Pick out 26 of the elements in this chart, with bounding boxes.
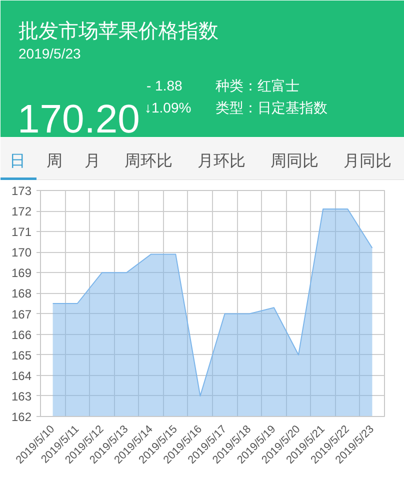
chart-subtitle: 2019/5/23 bbox=[18, 46, 81, 62]
y-tick-label: 171 bbox=[11, 225, 32, 240]
text: 类型：日定基指数 bbox=[216, 100, 328, 116]
text: 日 bbox=[10, 153, 26, 170]
y-tick-label: 170 bbox=[11, 246, 32, 260]
text: 170.20 bbox=[18, 98, 140, 142]
text: 种类：红富士 bbox=[216, 78, 300, 94]
y-tick-label: 167 bbox=[11, 307, 32, 322]
y-tick-label: 169 bbox=[11, 266, 32, 280]
text: 周 bbox=[46, 153, 62, 170]
chart-title: 批发市场苹果价格指数 bbox=[18, 20, 218, 42]
y-tick-label: 172 bbox=[11, 204, 32, 219]
y-tick-label: 164 bbox=[11, 368, 32, 383]
y-tick-label: 162 bbox=[11, 410, 32, 424]
text: 周环比 bbox=[124, 152, 172, 170]
y-tick-label: 163 bbox=[11, 389, 32, 404]
text: 月环比 bbox=[198, 152, 246, 170]
y-tick-label: 165 bbox=[11, 348, 32, 362]
y-tick-label: 168 bbox=[11, 286, 32, 301]
text: 月 bbox=[84, 153, 100, 170]
text: - 1.88 bbox=[146, 78, 183, 94]
y-tick-label: 173 bbox=[11, 184, 32, 198]
text: ↓1.09% bbox=[144, 100, 192, 116]
text: 月同比 bbox=[344, 152, 392, 170]
y-tick-label: 166 bbox=[11, 328, 32, 342]
text: 周同比 bbox=[270, 152, 318, 170]
